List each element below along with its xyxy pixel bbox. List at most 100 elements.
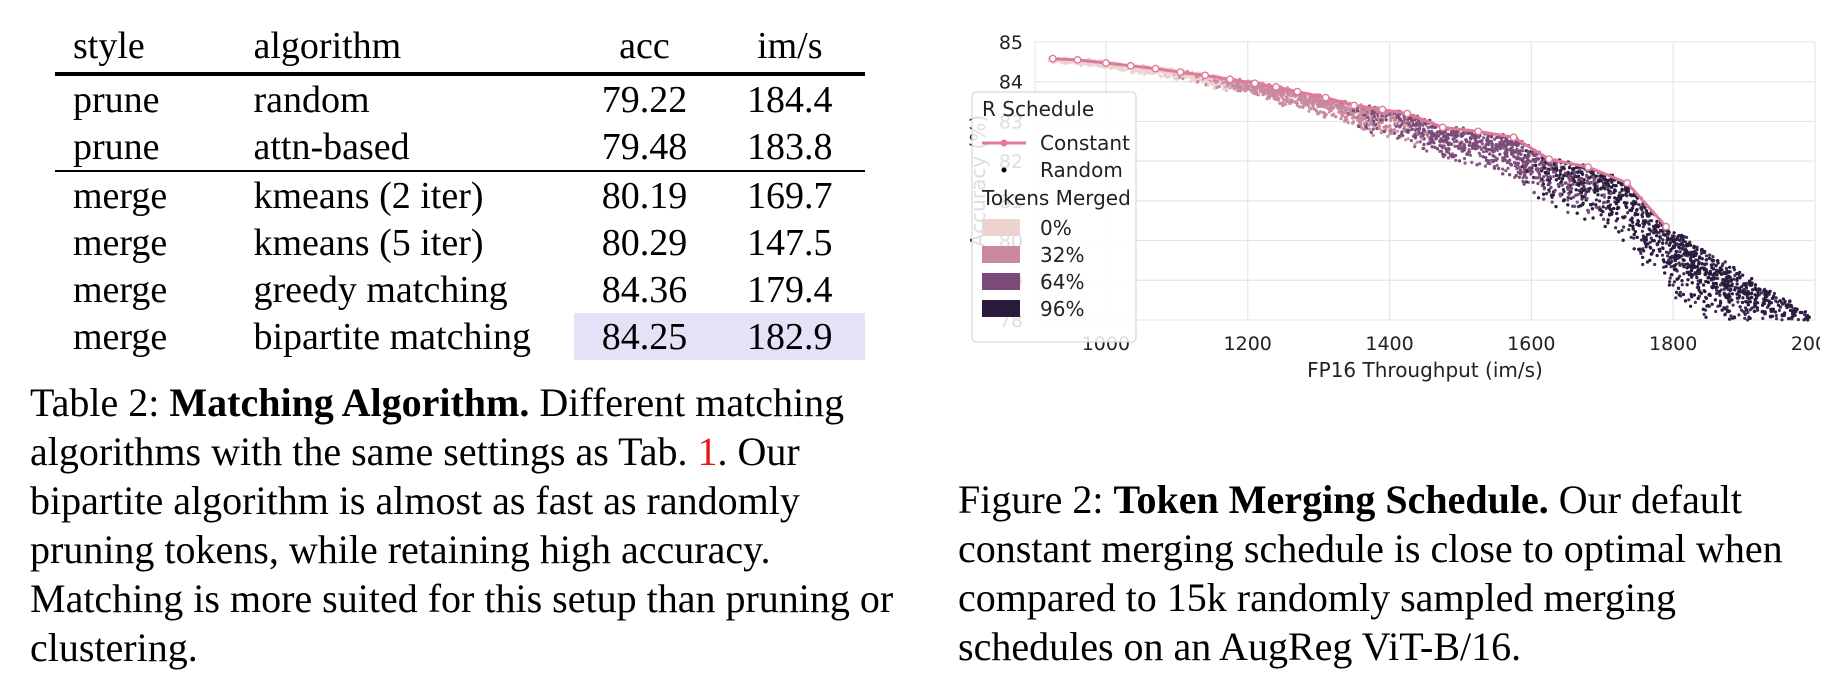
random-schedule-point <box>1588 186 1592 190</box>
random-schedule-point <box>1486 143 1490 147</box>
random-schedule-point <box>1685 270 1689 274</box>
random-schedule-point <box>1120 69 1124 73</box>
random-schedule-point <box>1796 318 1800 322</box>
random-schedule-point <box>1554 178 1558 182</box>
random-schedule-point <box>1655 253 1659 258</box>
random-schedule-point <box>1480 147 1484 151</box>
random-schedule-point <box>1468 140 1472 144</box>
random-schedule-point <box>1491 154 1495 158</box>
random-schedule-point <box>1699 280 1703 284</box>
random-schedule-point <box>1524 180 1528 184</box>
random-schedule-point <box>1606 199 1610 203</box>
random-schedule-point <box>1728 295 1732 299</box>
random-schedule-point <box>1382 125 1386 129</box>
random-schedule-point <box>1728 284 1732 288</box>
cell-algorithm: random <box>253 78 370 121</box>
figure-caption-title: Token Merging Schedule. <box>1113 477 1549 522</box>
random-schedule-point <box>1649 236 1653 240</box>
random-schedule-point <box>1678 290 1683 294</box>
figure-caption-label: Figure 2: <box>958 477 1104 522</box>
cell-algorithm: attn-based <box>253 125 410 168</box>
random-schedule-point <box>1366 113 1370 117</box>
random-schedule-point <box>1649 246 1653 250</box>
random-schedule-point <box>1773 310 1778 314</box>
random-schedule-point <box>1590 207 1594 211</box>
random-schedule-point <box>1606 221 1610 225</box>
random-schedule-point <box>1366 115 1370 120</box>
random-schedule-point <box>1566 210 1570 214</box>
random-schedule-point <box>1569 190 1573 194</box>
random-schedule-point <box>1307 97 1311 101</box>
random-schedule-point <box>1680 283 1684 287</box>
random-schedule-point <box>1321 102 1325 106</box>
random-schedule-point <box>1743 312 1747 316</box>
random-schedule-point <box>1467 143 1471 147</box>
random-schedule-point <box>1653 262 1657 267</box>
random-schedule-point <box>1469 137 1473 141</box>
random-schedule-point <box>1580 197 1584 201</box>
random-schedule-point <box>1645 233 1650 237</box>
table-reference-link[interactable]: 1 <box>697 429 718 474</box>
random-schedule-point <box>1716 276 1720 281</box>
random-schedule-point <box>1724 294 1728 298</box>
random-schedule-point <box>1285 99 1289 103</box>
random-schedule-point <box>1632 236 1636 240</box>
random-schedule-point <box>1735 282 1739 286</box>
random-schedule-point <box>1785 305 1789 310</box>
random-schedule-point <box>1706 280 1710 284</box>
random-schedule-point <box>1446 137 1450 141</box>
random-schedule-point <box>1767 303 1771 307</box>
random-schedule-point <box>1492 166 1497 170</box>
random-schedule-point <box>1676 253 1680 257</box>
random-schedule-point <box>1669 265 1673 269</box>
cell-style: merge <box>55 170 254 219</box>
random-schedule-point <box>1648 240 1652 244</box>
random-schedule-point <box>1432 141 1436 145</box>
random-schedule-point <box>1272 96 1276 100</box>
random-schedule-point <box>1330 101 1334 105</box>
random-schedule-point <box>1750 288 1755 292</box>
constant-schedule-point <box>1403 109 1412 118</box>
random-schedule-point <box>1299 98 1303 102</box>
random-schedule-point <box>1753 301 1757 305</box>
random-schedule-point <box>1694 251 1698 256</box>
random-schedule-point <box>1648 228 1652 232</box>
random-schedule-point <box>1730 292 1734 296</box>
random-schedule-point <box>1678 274 1682 278</box>
random-schedule-point <box>1678 242 1682 247</box>
random-schedule-point <box>1379 118 1383 122</box>
random-schedule-point <box>1704 296 1709 300</box>
random-schedule-point <box>1625 201 1629 205</box>
random-schedule-point <box>1501 158 1505 162</box>
random-schedule-point <box>1709 263 1713 267</box>
random-schedule-point <box>1545 192 1549 196</box>
random-schedule-point <box>1426 135 1430 139</box>
legend-constant-marker <box>1000 139 1008 147</box>
random-schedule-point <box>1482 145 1486 149</box>
random-schedule-point <box>1580 178 1584 182</box>
table-header-row: style algorithm acc im/s <box>55 20 865 74</box>
random-schedule-point <box>1554 205 1558 209</box>
legend-swatch-32 <box>982 246 1020 263</box>
random-schedule-point <box>1160 75 1164 79</box>
constant-schedule-point <box>1272 82 1280 91</box>
random-schedule-point <box>1661 241 1665 245</box>
random-schedule-point <box>1792 307 1796 311</box>
random-schedule-point <box>1589 180 1593 185</box>
random-schedule-point <box>1508 140 1512 144</box>
random-schedule-point <box>1541 182 1545 186</box>
random-schedule-point <box>1604 206 1608 210</box>
random-schedule-point <box>1498 152 1502 156</box>
random-schedule-point <box>1516 143 1520 147</box>
random-schedule-point <box>1699 291 1703 295</box>
random-schedule-point <box>1763 292 1767 296</box>
random-schedule-point <box>1579 204 1583 208</box>
random-schedule-point <box>1622 216 1626 220</box>
random-schedule-point <box>1718 293 1722 297</box>
random-schedule-point <box>1676 286 1681 290</box>
random-schedule-point <box>1346 113 1350 117</box>
random-schedule-point <box>1547 179 1551 183</box>
random-schedule-point <box>1724 286 1728 290</box>
random-schedule-point <box>1567 166 1572 170</box>
random-schedule-point <box>1550 200 1554 204</box>
